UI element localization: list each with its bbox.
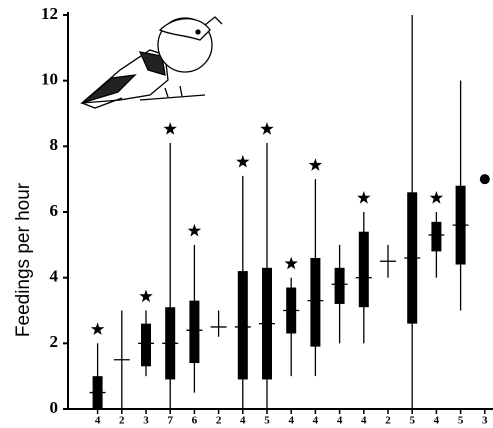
x-tick-label: 5: [409, 415, 415, 427]
x-tick-label: 4: [337, 415, 343, 427]
x-tick-label: 4: [313, 415, 319, 427]
significance-star: [357, 191, 371, 204]
x-tick-label: 2: [119, 415, 125, 427]
box: [310, 257, 321, 347]
significance-star: [429, 191, 444, 204]
box: [358, 231, 369, 308]
bird-illustration: [80, 16, 223, 109]
x-tick-label: 7: [167, 415, 173, 427]
significance-star: [308, 158, 323, 171]
x-tick-label: 2: [216, 415, 222, 427]
x-tick-label: 5: [458, 415, 464, 427]
x-tick-label: 3: [482, 415, 488, 427]
x-tick-label: 4: [361, 415, 367, 427]
significance-star: [260, 122, 274, 135]
significance-star: [90, 322, 105, 335]
y-tick-label: 0: [50, 398, 59, 417]
y-axis-label: Feedings per hour: [13, 182, 34, 337]
x-tick-label: 4: [288, 415, 294, 427]
significance-star: [139, 289, 153, 303]
significance-star: [163, 122, 177, 135]
box: [431, 221, 442, 252]
y-tick-label: 10: [41, 70, 58, 89]
x-tick-label: 4: [240, 415, 246, 427]
y-tick-label: 8: [50, 135, 59, 154]
significance-star: [284, 256, 298, 270]
significance-star: [236, 154, 250, 168]
x-tick-label: 6: [192, 415, 198, 427]
x-tick-label: 2: [385, 415, 391, 427]
box: [189, 300, 200, 364]
x-tick-label: 3: [143, 415, 149, 427]
x-tick-label: 4: [95, 415, 101, 427]
x-tick-label: 4: [434, 415, 440, 427]
y-tick-label: 12: [41, 4, 58, 23]
y-tick-label: 4: [50, 267, 59, 286]
box: [334, 267, 345, 304]
box: [237, 271, 248, 380]
box: [141, 323, 151, 367]
significance-star: [187, 223, 202, 237]
y-tick-label: 2: [50, 332, 59, 351]
point: [479, 174, 490, 185]
y-tick-label: 6: [50, 201, 59, 220]
x-tick-label: 5: [264, 415, 270, 427]
